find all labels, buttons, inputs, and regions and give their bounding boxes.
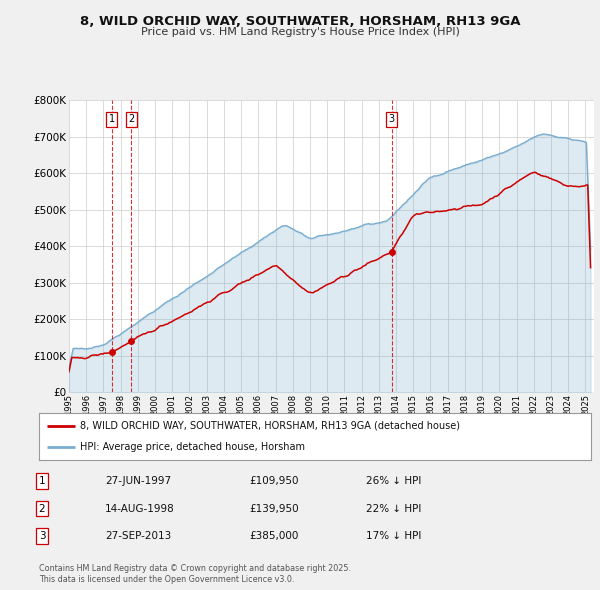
Text: 1: 1 — [38, 476, 46, 486]
Text: 2: 2 — [38, 504, 46, 513]
Text: Price paid vs. HM Land Registry's House Price Index (HPI): Price paid vs. HM Land Registry's House … — [140, 27, 460, 37]
Text: 14-AUG-1998: 14-AUG-1998 — [105, 504, 175, 513]
Text: This data is licensed under the Open Government Licence v3.0.: This data is licensed under the Open Gov… — [39, 575, 295, 584]
Text: 27-SEP-2013: 27-SEP-2013 — [105, 532, 171, 541]
Text: 1: 1 — [109, 114, 115, 124]
Text: HPI: Average price, detached house, Horsham: HPI: Average price, detached house, Hors… — [80, 442, 305, 453]
Text: 2: 2 — [128, 114, 134, 124]
Text: 8, WILD ORCHID WAY, SOUTHWATER, HORSHAM, RH13 9GA: 8, WILD ORCHID WAY, SOUTHWATER, HORSHAM,… — [80, 15, 520, 28]
Text: 3: 3 — [38, 532, 46, 541]
Text: 26% ↓ HPI: 26% ↓ HPI — [366, 476, 421, 486]
Text: 17% ↓ HPI: 17% ↓ HPI — [366, 532, 421, 541]
Text: 8, WILD ORCHID WAY, SOUTHWATER, HORSHAM, RH13 9GA (detached house): 8, WILD ORCHID WAY, SOUTHWATER, HORSHAM,… — [80, 421, 460, 431]
Text: Contains HM Land Registry data © Crown copyright and database right 2025.: Contains HM Land Registry data © Crown c… — [39, 565, 351, 573]
Text: £109,950: £109,950 — [249, 476, 299, 486]
Text: 27-JUN-1997: 27-JUN-1997 — [105, 476, 171, 486]
Text: 3: 3 — [389, 114, 395, 124]
Text: £385,000: £385,000 — [249, 532, 298, 541]
Text: 22% ↓ HPI: 22% ↓ HPI — [366, 504, 421, 513]
Text: £139,950: £139,950 — [249, 504, 299, 513]
